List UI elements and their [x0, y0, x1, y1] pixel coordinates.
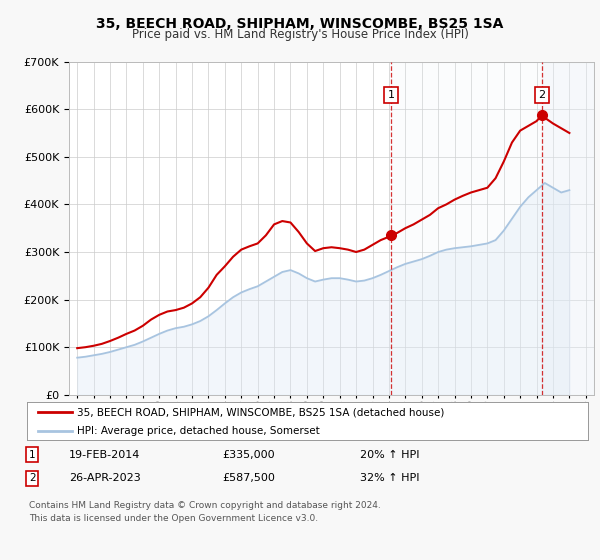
Text: This data is licensed under the Open Government Licence v3.0.: This data is licensed under the Open Gov… [29, 514, 318, 523]
Text: 2: 2 [538, 90, 545, 100]
Text: £335,000: £335,000 [222, 450, 275, 460]
Text: 20% ↑ HPI: 20% ↑ HPI [360, 450, 419, 460]
Text: £587,500: £587,500 [222, 473, 275, 483]
Text: 32% ↑ HPI: 32% ↑ HPI [360, 473, 419, 483]
Text: 35, BEECH ROAD, SHIPHAM, WINSCOMBE, BS25 1SA (detached house): 35, BEECH ROAD, SHIPHAM, WINSCOMBE, BS25… [77, 407, 445, 417]
Bar [542, 62, 594, 395]
Text: HPI: Average price, detached house, Somerset: HPI: Average price, detached house, Some… [77, 426, 320, 436]
Text: 2: 2 [29, 473, 35, 483]
Text: 1: 1 [29, 450, 35, 460]
Text: Contains HM Land Registry data © Crown copyright and database right 2024.: Contains HM Land Registry data © Crown c… [29, 501, 380, 510]
Text: Price paid vs. HM Land Registry's House Price Index (HPI): Price paid vs. HM Land Registry's House … [131, 28, 469, 41]
Text: 1: 1 [388, 90, 394, 100]
Bar [391, 62, 594, 395]
Text: 35, BEECH ROAD, SHIPHAM, WINSCOMBE, BS25 1SA: 35, BEECH ROAD, SHIPHAM, WINSCOMBE, BS25… [97, 17, 503, 31]
Text: 19-FEB-2014: 19-FEB-2014 [69, 450, 140, 460]
Text: 26-APR-2023: 26-APR-2023 [69, 473, 141, 483]
